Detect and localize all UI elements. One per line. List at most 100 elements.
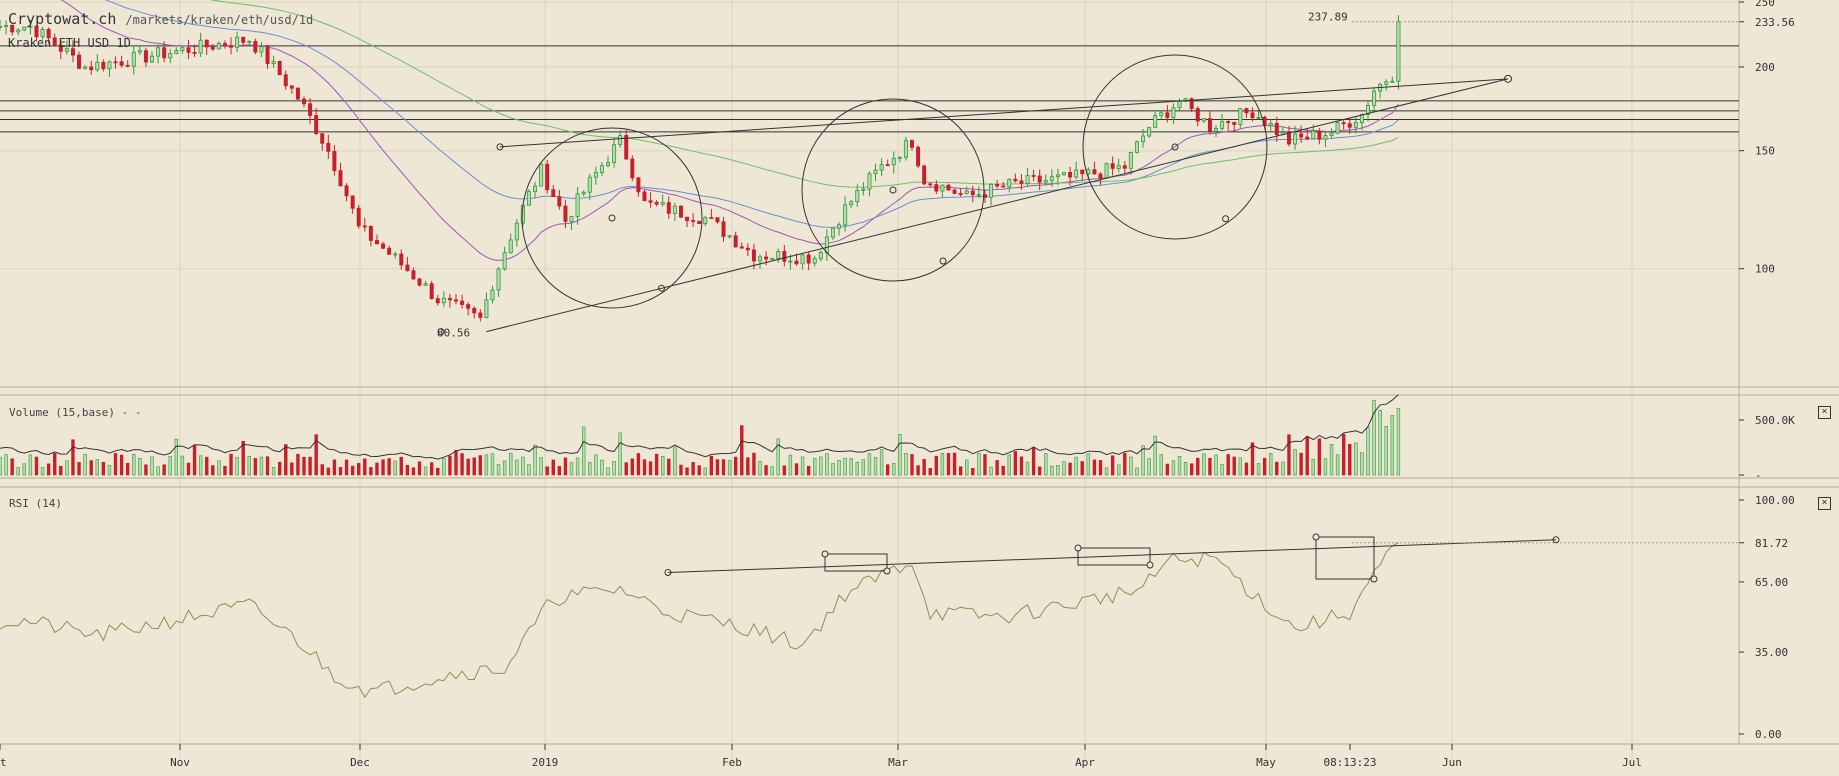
volume-bar bbox=[1171, 460, 1176, 476]
candle-body bbox=[776, 251, 781, 259]
rsi-box-handle bbox=[821, 550, 829, 558]
volume-bar bbox=[831, 463, 835, 476]
candle-body bbox=[484, 299, 489, 318]
volume-bar bbox=[1177, 456, 1182, 476]
volume-bar bbox=[715, 459, 720, 476]
candle-body bbox=[545, 163, 550, 191]
volume-bar bbox=[393, 460, 397, 476]
candle-body bbox=[210, 46, 215, 50]
candle-body bbox=[1305, 136, 1310, 140]
candle-body bbox=[1396, 21, 1401, 82]
volume-bar bbox=[454, 450, 458, 476]
volume-bar bbox=[800, 456, 805, 476]
candle-body bbox=[770, 257, 775, 260]
candle-body bbox=[685, 216, 690, 221]
volume-bar bbox=[1262, 457, 1267, 476]
candle-body bbox=[1293, 133, 1298, 145]
volume-bar bbox=[369, 467, 373, 476]
brand-header[interactable]: Cryptowat.ch /markets/kraken/eth/usd/1d bbox=[8, 10, 313, 28]
candle-body bbox=[34, 25, 39, 38]
candle-body bbox=[533, 185, 538, 193]
volume-bar bbox=[16, 467, 20, 476]
candle-body bbox=[630, 158, 635, 179]
candle-body bbox=[764, 256, 769, 260]
candle-body bbox=[806, 254, 811, 264]
candle-body bbox=[1366, 104, 1371, 115]
candle-body bbox=[551, 189, 556, 198]
candle-body bbox=[460, 300, 465, 305]
candle-body bbox=[326, 142, 331, 152]
volume-bar bbox=[575, 457, 580, 476]
rsi-box-handle bbox=[1146, 561, 1154, 569]
close-volume-panel-icon[interactable]: × bbox=[1818, 406, 1831, 419]
candle-body bbox=[1189, 98, 1194, 109]
candle-body bbox=[794, 260, 799, 265]
volume-bar bbox=[509, 452, 513, 476]
volume-bar bbox=[770, 466, 774, 476]
candle-body bbox=[995, 183, 1000, 187]
volume-bar bbox=[600, 459, 604, 476]
volume-bar bbox=[825, 453, 829, 476]
date-axis-label: Jun bbox=[1442, 756, 1462, 769]
volume-bar bbox=[1348, 443, 1352, 476]
candle-body bbox=[119, 61, 124, 66]
candle-body bbox=[58, 44, 63, 52]
volume-bar bbox=[259, 456, 264, 476]
volume-bar bbox=[132, 453, 136, 476]
candle-body bbox=[587, 176, 592, 193]
volume-bar bbox=[1074, 456, 1078, 476]
candle-body bbox=[557, 196, 562, 207]
volume-bar bbox=[703, 467, 707, 476]
candle-body bbox=[289, 85, 294, 89]
candle-body bbox=[1214, 128, 1219, 132]
candle-body bbox=[70, 48, 75, 56]
rsi-axis-label: 65.00 bbox=[1755, 576, 1788, 589]
candle-body bbox=[271, 61, 276, 64]
candle-body bbox=[976, 194, 981, 197]
volume-bar bbox=[89, 460, 93, 476]
volume-bar bbox=[1080, 461, 1084, 476]
circle-handle bbox=[889, 186, 897, 194]
candle-body bbox=[1171, 107, 1176, 118]
volume-bar bbox=[28, 454, 33, 476]
date-axis-label: t bbox=[0, 756, 7, 769]
rsi-box-handle bbox=[883, 567, 891, 575]
volume-bar bbox=[472, 457, 476, 476]
circle-handle bbox=[1171, 143, 1179, 151]
candle-body bbox=[946, 184, 951, 191]
volume-bar bbox=[235, 457, 239, 476]
candle-body bbox=[593, 172, 598, 178]
candle-body bbox=[204, 39, 209, 48]
volume-bar bbox=[788, 454, 793, 476]
volume-bar bbox=[1354, 442, 1358, 476]
volume-bar bbox=[448, 455, 452, 476]
candle-body bbox=[788, 260, 793, 263]
candle-body bbox=[1128, 152, 1133, 169]
candle-body bbox=[113, 61, 118, 64]
volume-bar bbox=[1044, 453, 1048, 476]
candle-body bbox=[818, 252, 823, 260]
volume-bar bbox=[806, 465, 811, 476]
volume-bar bbox=[1183, 461, 1188, 476]
candle-body bbox=[466, 304, 471, 309]
volume-bar bbox=[363, 458, 367, 476]
candle-body bbox=[1080, 169, 1085, 175]
close-rsi-panel-icon[interactable]: × bbox=[1818, 497, 1831, 510]
candle-body bbox=[861, 188, 866, 191]
rsi-axis-label: 100.00 bbox=[1755, 494, 1795, 507]
last-price-label: 237.89 bbox=[1308, 10, 1348, 23]
volume-bar bbox=[1050, 465, 1054, 476]
candle-body bbox=[539, 163, 544, 187]
volume-bar bbox=[1159, 454, 1163, 476]
volume-bar bbox=[405, 464, 410, 476]
volume-bar bbox=[1269, 453, 1273, 476]
volume-bar bbox=[125, 462, 130, 476]
candle-body bbox=[575, 193, 580, 218]
candle-body bbox=[149, 55, 154, 63]
candle-body bbox=[1110, 163, 1115, 169]
candle-body bbox=[934, 184, 939, 192]
volume-bar bbox=[740, 425, 744, 476]
candle-body bbox=[1025, 175, 1030, 184]
candle-body bbox=[168, 53, 173, 59]
